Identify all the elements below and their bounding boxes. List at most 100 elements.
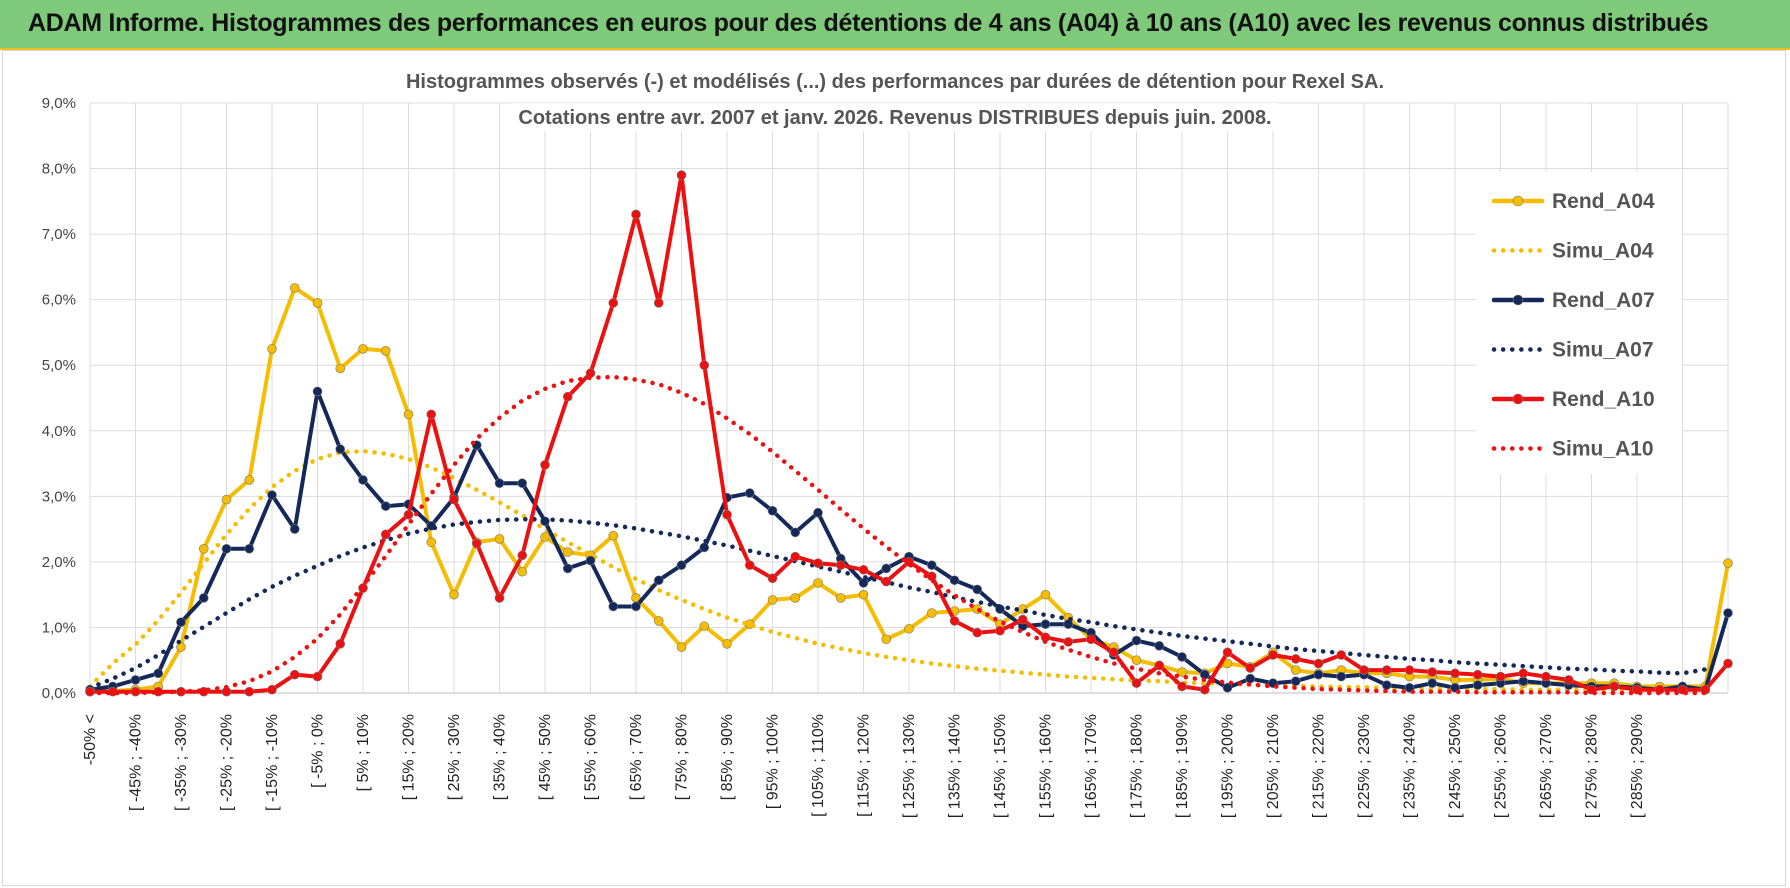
point-rend-a10 [540,460,550,470]
x-tick-label: [ 175% ; 180% [1129,714,1146,818]
point-rend-a10 [676,170,687,180]
y-tick-label: 4,0% [42,423,76,440]
point-rend-a10 [403,509,414,520]
point-rend-a04 [835,593,846,603]
point-rend-a04 [881,634,892,645]
point-rend-a10 [562,391,573,402]
point-rend-a07 [198,593,209,603]
legend-marker [1512,393,1524,405]
point-rend-a10 [1222,647,1233,658]
point-rend-a07 [813,507,823,518]
point-rend-a07 [699,542,710,553]
x-tick-label: [ 215% ; 220% [1311,714,1328,818]
point-rend-a04 [426,537,437,548]
x-tick-label: [ 5% ; 10% [355,714,372,791]
point-rend-a04 [813,578,823,588]
point-rend-a04 [540,532,550,542]
point-rend-a07 [744,488,755,498]
x-tick-label: [ -25% ; -20% [219,714,236,811]
point-rend-a04 [449,589,459,600]
x-tick-label: [ 15% ; 20% [401,714,418,800]
point-rend-a10 [1495,671,1506,682]
point-rend-a07 [1154,640,1165,651]
x-tick-label: [ -35% ; -30% [173,714,190,811]
point-rend-a07 [153,668,164,679]
point-rend-a04 [267,344,277,354]
point-rend-a04 [1177,667,1187,677]
point-rend-a04 [858,589,869,600]
point-rend-a04 [676,642,687,652]
point-rend-a07 [1177,652,1187,662]
point-rend-a10 [722,509,732,520]
point-rend-a04 [790,593,801,603]
point-rend-a07 [289,524,300,534]
point-rend-a10 [949,616,960,626]
point-rend-a07 [1381,680,1392,690]
point-rend-a10 [608,298,619,308]
point-rend-a10 [995,625,1005,636]
point-rend-a04 [699,621,710,631]
page-title: ADAM Informe. Histogrammes des performan… [28,9,1709,37]
point-rend-a07 [585,555,596,566]
legend-label: Simu_A07 [1552,339,1654,362]
point-rend-a10 [244,686,255,697]
point-rend-a10 [335,639,346,649]
point-rend-a04 [904,623,914,634]
point-rend-a10 [1381,665,1392,675]
point-rend-a07 [517,478,528,489]
point-rend-a04 [517,566,528,577]
x-tick-label: [ 95% ; 100% [765,714,782,809]
point-rend-a07 [130,675,141,685]
point-rend-a07 [881,563,892,574]
series-layer [85,170,1733,697]
header-banner: ADAM Informe. Histogrammes des performan… [0,0,1790,50]
point-rend-a10 [881,576,892,587]
point-rend-a04 [767,595,778,605]
x-tick-label: [ 245% ; 250% [1447,714,1464,818]
point-rend-a10 [1154,660,1165,671]
point-rend-a07 [221,543,232,554]
x-tick-label: [ 65% ; 70% [628,714,645,800]
point-rend-a10 [1541,671,1551,682]
point-rend-a07 [494,478,505,489]
point-rend-a04 [289,283,300,293]
point-rend-a10 [312,671,323,682]
y-axis-ticks: 0,0% 1,0% 2,0% 3,0% 4,0% 5,0% 6,0% 7,0% 8,0% 9,0% [42,95,76,702]
point-rend-a10 [1131,678,1142,688]
y-tick-label: 6,0% [42,292,76,309]
point-rend-a10 [1290,654,1301,664]
legend-label: Rend_A10 [1552,388,1655,411]
point-rend-a10 [517,550,528,561]
point-rend-a07 [1427,678,1438,688]
title-backdrop-2 [512,103,1278,131]
point-rend-a10 [1245,663,1256,673]
point-rend-a10 [426,409,437,420]
point-rend-a10 [835,560,846,570]
point-rend-a07 [562,563,573,574]
x-tick-label: [ 165% ; 170% [1083,714,1100,818]
point-rend-a04 [562,547,573,557]
legend-label: Simu_A10 [1552,438,1654,461]
point-rend-a04 [403,409,414,420]
legend-marker [1512,195,1524,207]
x-tick-label: [ 145% ; 150% [992,714,1009,818]
series-line-simu-a10 [87,374,1708,696]
point-rend-a04 [221,494,232,505]
y-tick-label: 7,0% [42,226,76,243]
chart-title: Histogrammes observés (-) et modélisés (… [406,71,1384,93]
point-rend-a04 [653,616,664,626]
point-rend-a10 [1199,684,1210,695]
y-tick-label: 1,0% [42,619,76,636]
point-rend-a07 [176,617,186,628]
y-tick-label: 0,0% [42,685,76,702]
point-rend-a10 [744,560,755,570]
point-rend-a10 [1359,665,1369,675]
legend-label: Simu_A04 [1552,240,1654,263]
y-tick-label: 9,0% [42,95,76,112]
point-rend-a04 [608,530,619,541]
point-rend-a10 [1017,614,1028,625]
point-rend-a07 [380,501,391,511]
x-tick-label: [ 135% ; 140% [947,714,964,818]
point-rend-a10 [1609,681,1620,692]
point-rend-a04 [198,543,209,554]
